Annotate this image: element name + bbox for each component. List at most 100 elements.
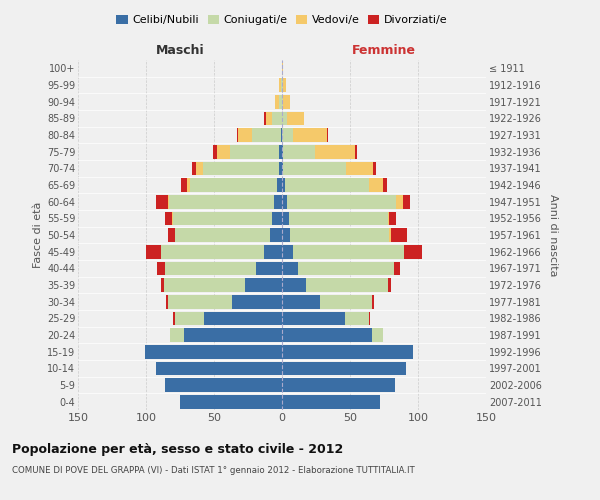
Bar bbox=[265, 245, 282, 258]
Bar bbox=[282, 128, 293, 142]
Bar bbox=[314, 145, 355, 158]
Bar bbox=[170, 328, 184, 342]
Bar bbox=[180, 395, 282, 408]
Bar bbox=[282, 95, 283, 108]
Bar bbox=[277, 178, 282, 192]
Bar bbox=[283, 78, 286, 92]
Bar bbox=[404, 245, 422, 258]
Bar bbox=[282, 62, 283, 75]
Bar bbox=[282, 295, 320, 308]
Bar bbox=[279, 145, 282, 158]
Bar bbox=[155, 195, 168, 208]
Bar bbox=[190, 178, 277, 192]
Bar bbox=[175, 228, 270, 242]
Bar bbox=[168, 195, 169, 208]
Bar bbox=[282, 162, 283, 175]
Bar bbox=[164, 278, 245, 292]
Bar bbox=[165, 262, 256, 275]
Bar bbox=[282, 278, 307, 292]
Bar bbox=[282, 78, 283, 92]
Bar bbox=[166, 295, 168, 308]
Bar bbox=[320, 295, 372, 308]
Bar bbox=[168, 228, 175, 242]
Bar bbox=[279, 95, 282, 108]
Bar bbox=[145, 345, 282, 358]
Text: COMUNE DI POVE DEL GRAPPA (VI) - Dati ISTAT 1° gennaio 2012 - Elaborazione TUTTI: COMUNE DI POVE DEL GRAPPA (VI) - Dati IS… bbox=[12, 466, 415, 475]
Bar bbox=[172, 212, 173, 225]
Bar bbox=[282, 195, 287, 208]
Bar bbox=[282, 228, 290, 242]
Bar bbox=[287, 195, 396, 208]
Bar bbox=[289, 212, 388, 225]
Y-axis label: Anni di nascita: Anni di nascita bbox=[548, 194, 559, 276]
Bar bbox=[173, 312, 175, 325]
Text: Popolazione per età, sesso e stato civile - 2012: Popolazione per età, sesso e stato civil… bbox=[12, 442, 343, 456]
Bar bbox=[285, 178, 369, 192]
Bar bbox=[245, 278, 282, 292]
Bar bbox=[389, 212, 396, 225]
Bar bbox=[232, 295, 282, 308]
Bar bbox=[157, 262, 165, 275]
Bar bbox=[165, 212, 172, 225]
Bar bbox=[184, 328, 282, 342]
Bar bbox=[298, 262, 394, 275]
Bar bbox=[146, 245, 161, 258]
Bar bbox=[230, 145, 279, 158]
Bar bbox=[373, 162, 376, 175]
Bar bbox=[187, 178, 190, 192]
Bar bbox=[282, 112, 287, 125]
Bar bbox=[161, 278, 164, 292]
Bar bbox=[327, 128, 328, 142]
Bar bbox=[293, 128, 327, 142]
Bar bbox=[372, 328, 383, 342]
Bar bbox=[270, 228, 282, 242]
Bar bbox=[275, 95, 279, 108]
Bar bbox=[161, 245, 265, 258]
Text: Femmine: Femmine bbox=[352, 44, 416, 57]
Bar bbox=[283, 162, 346, 175]
Bar bbox=[394, 262, 400, 275]
Bar bbox=[272, 112, 282, 125]
Bar bbox=[369, 178, 383, 192]
Bar bbox=[212, 145, 217, 158]
Bar bbox=[287, 112, 304, 125]
Bar bbox=[355, 145, 357, 158]
Text: Maschi: Maschi bbox=[155, 44, 205, 57]
Bar bbox=[388, 278, 391, 292]
Bar bbox=[283, 95, 290, 108]
Bar bbox=[344, 312, 369, 325]
Bar bbox=[307, 278, 388, 292]
Bar bbox=[205, 312, 282, 325]
Bar bbox=[237, 128, 238, 142]
Bar bbox=[388, 212, 389, 225]
Bar bbox=[274, 195, 282, 208]
Bar bbox=[175, 312, 205, 325]
Legend: Celibi/Nubili, Coniugati/e, Vedovi/e, Divorziati/e: Celibi/Nubili, Coniugati/e, Vedovi/e, Di… bbox=[112, 10, 452, 30]
Bar bbox=[403, 195, 410, 208]
Bar bbox=[290, 228, 389, 242]
Bar bbox=[372, 295, 374, 308]
Bar bbox=[282, 212, 289, 225]
Bar bbox=[282, 145, 283, 158]
Bar bbox=[389, 228, 391, 242]
Bar bbox=[282, 262, 298, 275]
Bar bbox=[238, 128, 252, 142]
Bar bbox=[169, 195, 274, 208]
Bar bbox=[282, 378, 395, 392]
Bar bbox=[279, 162, 282, 175]
Bar bbox=[396, 195, 403, 208]
Bar bbox=[391, 228, 407, 242]
Bar bbox=[346, 162, 373, 175]
Bar bbox=[369, 312, 370, 325]
Bar bbox=[282, 245, 293, 258]
Bar bbox=[192, 162, 196, 175]
Bar bbox=[282, 345, 413, 358]
Bar bbox=[217, 145, 230, 158]
Bar bbox=[265, 112, 266, 125]
Bar bbox=[266, 112, 272, 125]
Bar bbox=[168, 295, 232, 308]
Bar bbox=[155, 362, 282, 375]
Bar bbox=[282, 178, 285, 192]
Bar bbox=[203, 162, 279, 175]
Y-axis label: Fasce di età: Fasce di età bbox=[32, 202, 43, 268]
